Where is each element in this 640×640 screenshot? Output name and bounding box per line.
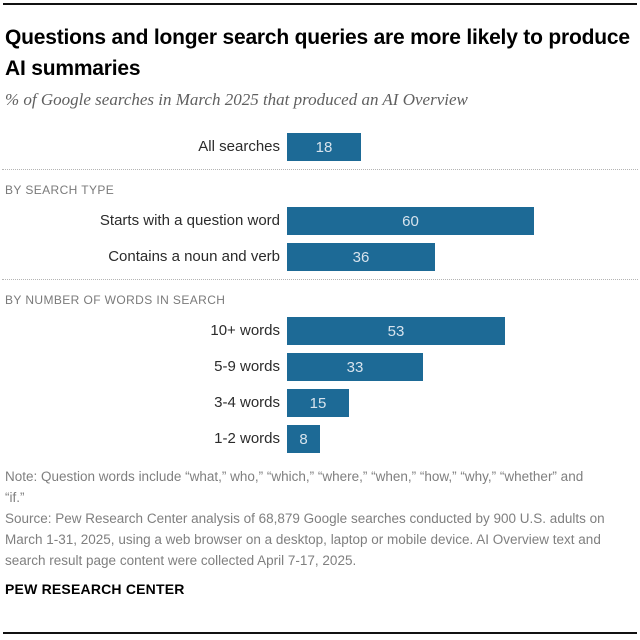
- bar-row: 1-2 words 8: [0, 425, 640, 453]
- category-label: 1-2 words: [214, 430, 280, 447]
- value-label: 18: [315, 138, 333, 156]
- group-header: BY NUMBER OF WORDS IN SEARCH: [5, 293, 226, 307]
- group-header: BY SEARCH TYPE: [5, 183, 115, 197]
- value-label: 36: [352, 248, 370, 266]
- data-bar: 33: [287, 353, 423, 381]
- data-bar: 18: [287, 133, 361, 161]
- value-label: 60: [402, 212, 419, 230]
- section-divider: [2, 169, 638, 170]
- chart-title: Questions and longer search queries are …: [5, 26, 630, 80]
- bar-row: Starts with a question word 60: [0, 207, 640, 235]
- data-bar: 36: [287, 243, 435, 271]
- category-label: 10+ words: [210, 322, 280, 339]
- source-text: Source: Pew Research Center analysis of …: [5, 511, 605, 568]
- bar-row: All searches 18: [0, 133, 640, 161]
- category-label: 5-9 words: [214, 358, 280, 375]
- category-label: 3-4 words: [214, 394, 280, 411]
- value-label: 15: [309, 394, 327, 412]
- group-rows: 10+ words 53 5-9 words 33 3-4 words 15 1-2 wor…: [0, 317, 640, 453]
- data-bar: 60: [287, 207, 534, 235]
- footer: Note: Question words include “what,” who…: [5, 466, 605, 597]
- category-label: Contains a noun and verb: [108, 248, 280, 265]
- chart-subtitle: % of Google searches in March 2025 that …: [5, 90, 468, 109]
- bar-row: 5-9 words 33: [0, 353, 640, 381]
- category-label: Starts with a question word: [99, 212, 280, 229]
- value-label: 53: [387, 322, 405, 340]
- group-rows: Starts with a question word 60 Contains a …: [0, 207, 640, 271]
- bar-chart: All searches 18 BY SEARCH TYPE Starts with …: [0, 133, 640, 453]
- brand-wordmark: PEW RESEARCH CENTER: [5, 581, 185, 597]
- data-bar: 8: [287, 425, 320, 453]
- category-label: All searches: [198, 138, 280, 155]
- section-divider: [2, 279, 638, 280]
- value-label: 33: [346, 358, 364, 376]
- top-rule: [3, 3, 637, 5]
- bottom-rule: [3, 632, 637, 634]
- group-rows: All searches 18: [0, 133, 640, 161]
- value-label: 8: [299, 430, 308, 448]
- bar-row: 3-4 words 15: [0, 389, 640, 417]
- note-text: Note: Question words include “what,” who…: [5, 469, 584, 505]
- data-bar: 15: [287, 389, 349, 417]
- bar-row: Contains a noun and verb 36: [0, 243, 640, 271]
- bar-row: 10+ words 53: [0, 317, 640, 345]
- data-bar: 53: [287, 317, 505, 345]
